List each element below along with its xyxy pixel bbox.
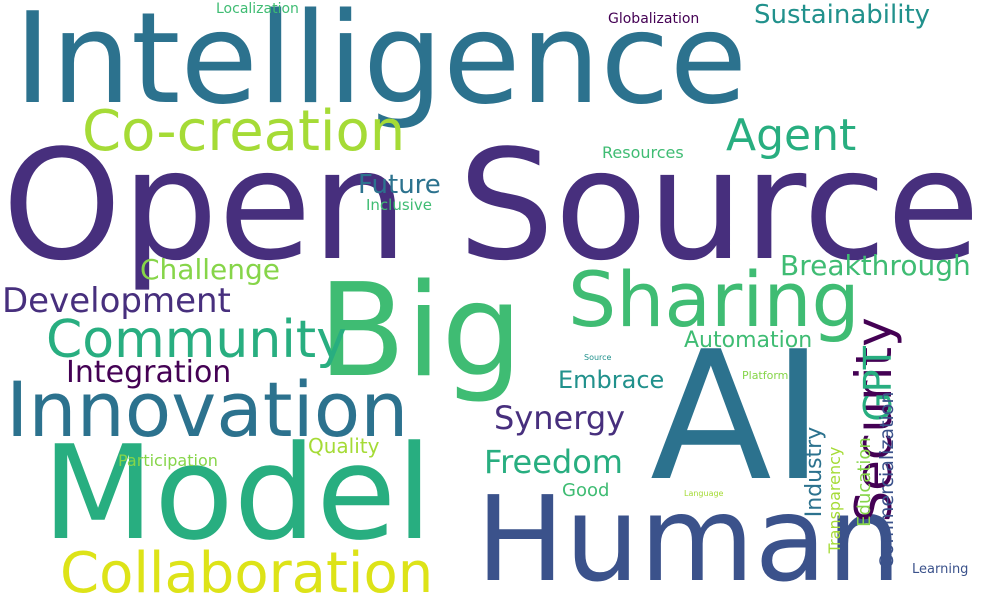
word-co-creation: Co-creation — [82, 99, 406, 164]
word-innovation: Innovation — [6, 365, 409, 454]
word-source: Source — [458, 117, 981, 294]
word-resources: Resources — [602, 143, 684, 162]
word-automation: Automation — [684, 328, 813, 353]
word-ai: AI — [650, 313, 825, 520]
word-source-small: Source — [584, 353, 612, 362]
word-integration: Integration — [66, 355, 232, 390]
word-embrace: Embrace — [558, 366, 665, 394]
word-localization: Localization — [216, 1, 299, 17]
word-community: Community — [46, 310, 347, 370]
word-synergy: Synergy — [494, 399, 626, 437]
word-platform: Platform — [742, 369, 789, 382]
word-education: Education — [854, 437, 875, 527]
word-quality: Quality — [308, 434, 380, 458]
word-intelligence: Intelligence — [14, 0, 748, 132]
word-freedom: Freedom — [484, 443, 623, 481]
word-participation: Participation — [118, 451, 218, 470]
word-breakthrough: Breakthrough — [780, 249, 971, 282]
word-big: Big — [318, 257, 523, 406]
word-globalization: Globalization — [608, 11, 700, 27]
word-sharing: Sharing — [568, 255, 860, 344]
word-transparency: Transparency — [825, 446, 844, 554]
word-human: Human — [476, 470, 902, 600]
word-model: Model — [42, 417, 433, 569]
word-agent: Agent — [726, 110, 857, 161]
word-learning: Learning — [912, 562, 969, 577]
word-challenge: Challenge — [140, 253, 280, 286]
word-commercialization: Commercialization — [875, 391, 898, 569]
word-open: Open — [2, 117, 408, 294]
word-inclusive: Inclusive — [366, 196, 432, 214]
word-development: Development — [2, 281, 231, 321]
word-sustainability: Sustainability — [754, 0, 931, 30]
word-good: Good — [562, 480, 610, 501]
word-collaboration: Collaboration — [60, 541, 434, 600]
word-language: Language — [684, 489, 724, 498]
word-future: Future — [358, 170, 441, 200]
